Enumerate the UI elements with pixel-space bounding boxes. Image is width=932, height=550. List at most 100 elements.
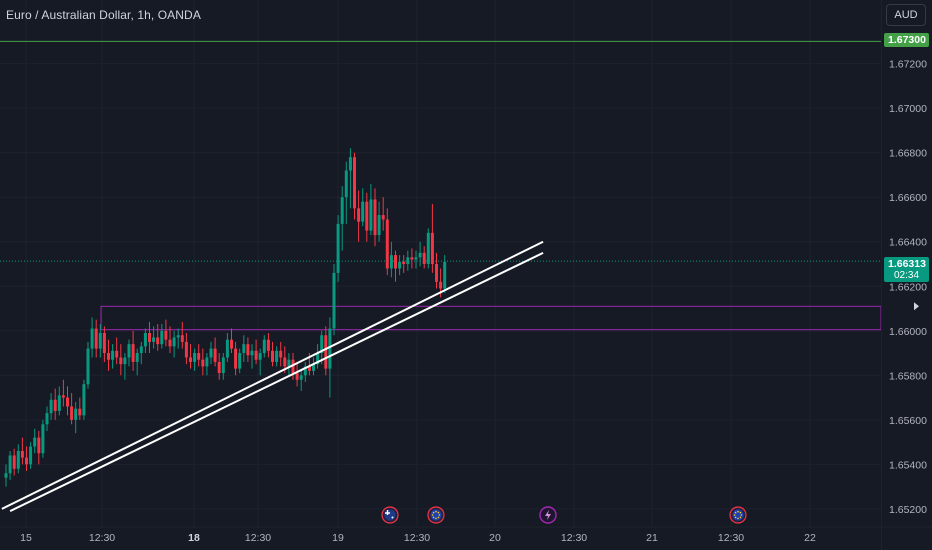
candle[interactable] <box>258 348 262 376</box>
candle[interactable] <box>41 419 45 458</box>
candle[interactable] <box>410 248 414 269</box>
candle[interactable] <box>33 428 37 454</box>
candle[interactable] <box>172 330 176 358</box>
candle[interactable] <box>340 186 344 251</box>
candle[interactable] <box>225 333 229 362</box>
candle[interactable] <box>303 361 307 382</box>
candle[interactable] <box>4 464 8 487</box>
candle[interactable] <box>119 344 123 376</box>
alert-price-label[interactable]: 1.67300 <box>884 33 929 47</box>
candle[interactable] <box>426 228 430 269</box>
trendline-2[interactable] <box>9 251 544 512</box>
candle[interactable] <box>373 188 377 247</box>
candle[interactable] <box>123 353 127 380</box>
candle[interactable] <box>348 148 352 209</box>
candle[interactable] <box>316 344 320 369</box>
candle[interactable] <box>66 386 69 416</box>
candle[interactable] <box>353 152 356 220</box>
candle[interactable] <box>344 161 348 224</box>
candle[interactable] <box>94 319 98 358</box>
flag-eu-icon[interactable] <box>729 506 747 524</box>
candle[interactable] <box>320 330 324 365</box>
candle[interactable] <box>398 255 402 276</box>
candle[interactable] <box>221 353 225 380</box>
candle[interactable] <box>234 341 238 376</box>
candle[interactable] <box>213 337 217 367</box>
candle[interactable] <box>8 450 12 480</box>
candle[interactable] <box>107 339 110 371</box>
candle[interactable] <box>262 335 266 358</box>
candle[interactable] <box>275 346 279 367</box>
candle[interactable] <box>238 348 242 374</box>
candle[interactable] <box>295 361 299 387</box>
candle[interactable] <box>37 430 41 465</box>
lightning-icon[interactable] <box>539 506 557 524</box>
candle[interactable] <box>242 335 246 362</box>
candle[interactable] <box>61 379 65 407</box>
candle[interactable] <box>230 328 233 354</box>
candle[interactable] <box>156 324 160 351</box>
candle[interactable] <box>168 326 172 354</box>
candle[interactable] <box>430 203 434 273</box>
candle[interactable] <box>152 326 156 349</box>
candle[interactable] <box>98 324 102 358</box>
flag-au-icon[interactable] <box>381 506 399 524</box>
candle[interactable] <box>180 321 184 349</box>
candle[interactable] <box>385 208 389 276</box>
candle[interactable] <box>377 201 381 242</box>
candle[interactable] <box>57 386 61 416</box>
candle[interactable] <box>131 330 135 371</box>
candle[interactable] <box>246 337 250 362</box>
candle[interactable] <box>332 264 336 336</box>
candle[interactable] <box>254 339 258 365</box>
candle[interactable] <box>422 246 426 269</box>
candle[interactable] <box>205 353 209 376</box>
candle[interactable] <box>176 328 180 349</box>
candle[interactable] <box>74 402 78 434</box>
candle[interactable] <box>381 197 385 231</box>
candle[interactable] <box>369 183 373 236</box>
candle[interactable] <box>160 324 164 349</box>
candle[interactable] <box>365 192 369 242</box>
candle[interactable] <box>148 321 151 354</box>
flag-eu-icon[interactable] <box>427 506 445 524</box>
candle[interactable] <box>127 339 131 367</box>
candle[interactable] <box>435 252 438 289</box>
candle[interactable] <box>406 250 410 271</box>
candle[interactable] <box>111 344 115 369</box>
candle[interactable] <box>328 317 332 398</box>
candle[interactable] <box>193 348 197 371</box>
candle[interactable] <box>70 393 74 425</box>
candle[interactable] <box>197 344 201 367</box>
candle[interactable] <box>86 341 90 389</box>
candle[interactable] <box>402 255 406 273</box>
candle[interactable] <box>217 353 221 380</box>
candle[interactable] <box>291 353 295 380</box>
candle[interactable] <box>184 333 188 365</box>
candle[interactable] <box>164 319 168 347</box>
candle[interactable] <box>16 444 20 474</box>
candle[interactable] <box>53 388 57 420</box>
candle[interactable] <box>115 337 119 365</box>
candle[interactable] <box>324 326 328 376</box>
candle[interactable] <box>279 341 283 367</box>
candle[interactable] <box>357 190 361 242</box>
candle[interactable] <box>45 406 49 431</box>
candle[interactable] <box>189 344 192 369</box>
candle[interactable] <box>389 241 393 278</box>
candle[interactable] <box>29 442 33 469</box>
candle[interactable] <box>135 348 139 376</box>
candle[interactable] <box>418 241 422 267</box>
candle[interactable] <box>250 344 254 369</box>
candle[interactable] <box>414 250 418 269</box>
candle[interactable] <box>336 215 340 282</box>
candle[interactable] <box>102 326 106 362</box>
candle[interactable] <box>287 353 291 376</box>
candle[interactable] <box>82 379 86 420</box>
candle[interactable] <box>443 255 447 293</box>
candle[interactable] <box>25 446 28 472</box>
candle[interactable] <box>20 437 24 465</box>
candle[interactable] <box>394 250 397 282</box>
